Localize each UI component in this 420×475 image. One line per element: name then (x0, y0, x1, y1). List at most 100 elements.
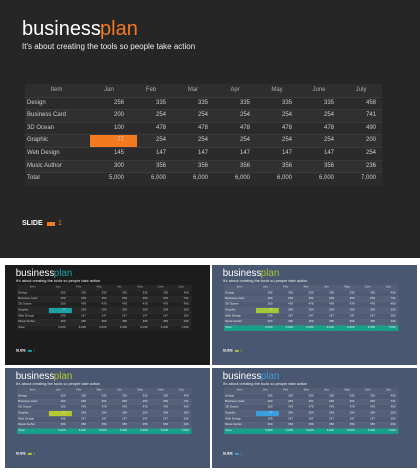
table-cell: 147 (288, 314, 294, 318)
column-header: Item (29, 285, 36, 289)
table-cell: 490 (183, 405, 189, 409)
table-cell: 356 (370, 423, 376, 426)
table-row (17, 393, 192, 400)
slide: business plan It's about creating the tool… (212, 265, 417, 366)
table-cell: 6,000 (160, 428, 169, 432)
table-cell: 254 (81, 411, 87, 415)
table-cell: 478 (323, 124, 334, 131)
table-cell: 100 (267, 405, 273, 409)
table-cell: 6,000 (192, 175, 208, 182)
table-cell: 335 (308, 394, 314, 398)
title-accent: plan (260, 370, 280, 382)
table-row (25, 96, 382, 111)
table-row (224, 307, 399, 314)
table-cell: 356 (122, 320, 128, 323)
table-cell: 478 (101, 405, 107, 409)
table-row (224, 410, 399, 417)
column-header: Feb (76, 285, 82, 289)
table-cell: 478 (349, 405, 355, 409)
highlight-cell (48, 411, 72, 417)
table-cell: 356 (142, 423, 148, 426)
row-label: Business Card (225, 297, 245, 300)
table-cell: 300 (60, 320, 66, 323)
footer-number: 1 (33, 451, 36, 456)
table-cell: 200 (113, 112, 124, 119)
table-cell: 458 (183, 394, 189, 398)
table-cell: 356 (288, 320, 294, 323)
title-accent: plan (100, 18, 138, 40)
table-cell: 100 (60, 405, 66, 409)
table-cell: 145 (60, 314, 66, 318)
footer-label: SLIDE (22, 220, 43, 227)
row-label: Business Card (18, 400, 38, 403)
table-row (17, 422, 192, 429)
table-cell: 145 (267, 417, 273, 421)
table-cell: 6,000 (119, 428, 128, 432)
table-cell: 356 (142, 320, 148, 323)
table-cell: 356 (349, 423, 355, 426)
table-cell: 478 (81, 405, 87, 409)
row-label: Web Design (18, 314, 35, 318)
column-header: May (344, 285, 350, 289)
table-cell: 254 (288, 308, 294, 312)
subtitle: It's about creating the tools so people … (22, 42, 196, 51)
table-cell: 254 (81, 400, 87, 403)
table-cell: 254 (183, 314, 189, 318)
table-header-row (224, 284, 399, 291)
table-cell: 356 (155, 162, 166, 169)
table-cell: 741 (390, 400, 396, 403)
table-cell: 254 (390, 314, 396, 318)
table-cell: 335 (101, 394, 107, 398)
title-main: business (22, 18, 101, 40)
slide: business plan It's about creating the tool… (212, 368, 417, 469)
table-row (25, 172, 382, 186)
table-cell: 478 (349, 302, 355, 306)
footer-number: 1 (58, 220, 62, 227)
table-cell: 741 (183, 297, 189, 300)
table-cell: 6,000 (140, 325, 148, 329)
column-header: June (364, 388, 371, 392)
table-header-row (224, 387, 399, 394)
table-cell: 490 (390, 302, 396, 306)
column-header: Jan (55, 388, 61, 392)
table-cell: 478 (329, 302, 335, 306)
row-label: Total (18, 428, 25, 432)
column-header: Item (50, 87, 63, 93)
table-cell: 7,000 (181, 325, 189, 329)
table-cell: 335 (101, 291, 107, 295)
highlight-cell (255, 308, 279, 314)
column-header: Apr (324, 388, 329, 392)
table-cell: 458 (390, 394, 396, 398)
table-cell: 6,000 (306, 325, 314, 329)
table-header-row (25, 84, 382, 97)
table-cell: 254 (239, 137, 250, 144)
table-cell: 356 (308, 423, 314, 426)
table-cell: 254 (370, 411, 376, 415)
column-header: Feb (145, 87, 157, 93)
table-cell: 147 (197, 150, 208, 156)
table-cell: 356 (288, 423, 294, 426)
table-cell: 254 (183, 417, 189, 421)
table-row (224, 393, 399, 400)
table-cell: 147 (329, 417, 335, 421)
table-cell: 335 (370, 394, 376, 398)
table-cell: 478 (288, 405, 294, 409)
row-label: Music Author (18, 320, 36, 323)
row-label: Total (225, 428, 232, 432)
table-cell: 200 (267, 297, 273, 300)
table-row (17, 313, 192, 320)
column-header: Jan (262, 388, 268, 392)
table-cell: 254 (122, 411, 128, 415)
table-cell: 200 (267, 400, 273, 403)
table-cell: 254 (288, 411, 294, 415)
table-cell: 356 (329, 423, 335, 426)
table-cell: 254 (239, 112, 250, 119)
row-label: 3D Ocean (225, 405, 239, 409)
column-header: July (355, 87, 367, 93)
table-cell: 254 (101, 297, 107, 300)
title-accent: plan (260, 267, 280, 279)
column-header: May (137, 285, 143, 289)
table-cell: 147 (101, 314, 107, 318)
footer-label: SLIDE (15, 348, 26, 353)
table-cell: 200 (365, 137, 376, 144)
